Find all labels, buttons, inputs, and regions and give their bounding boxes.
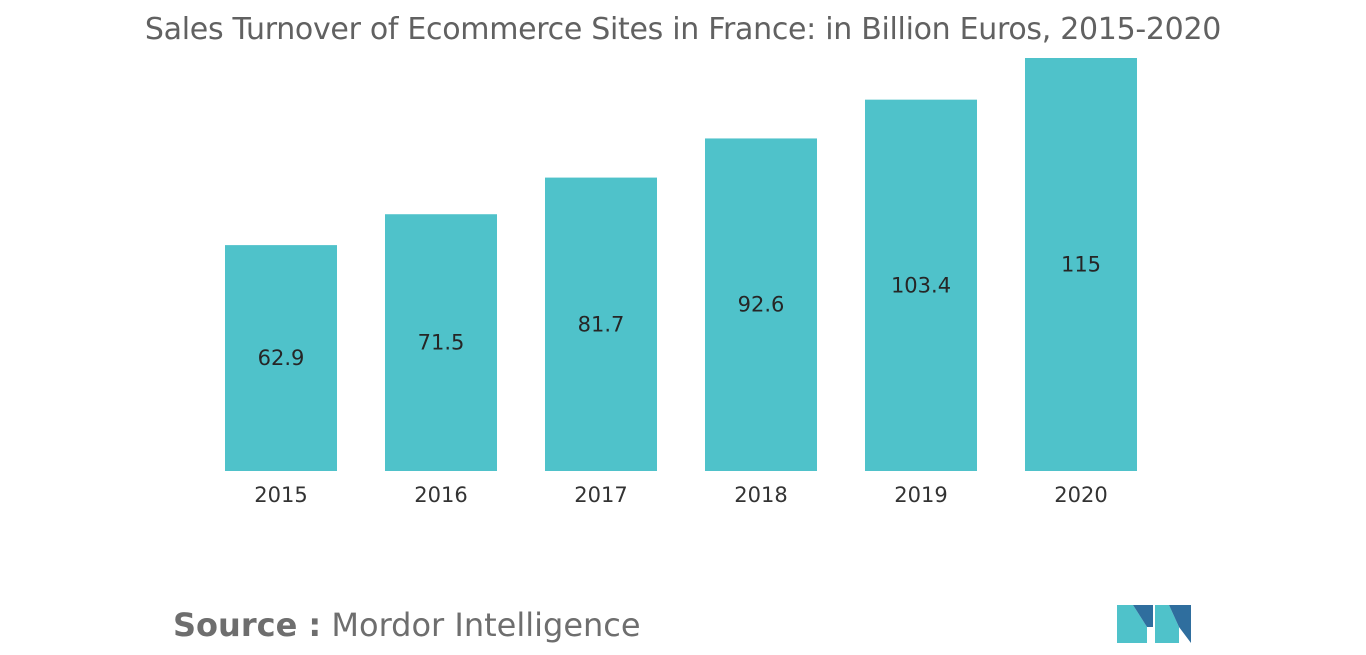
data-label-2020: 115 [1061, 253, 1101, 277]
chart-title: Sales Turnover of Ecommerce Sites in Fra… [144, 12, 1222, 47]
x-tick-label-2015: 2015 [254, 483, 307, 507]
source-name: Mordor Intelligence [331, 606, 641, 644]
data-label-2018: 92.6 [738, 293, 785, 317]
x-tick-labels-group: 2015 2016 2017 2018 2019 2020 [254, 483, 1107, 507]
x-tick-label-2018: 2018 [734, 483, 787, 507]
data-label-2017: 81.7 [578, 312, 625, 336]
mordor-intelligence-logo-icon [1117, 605, 1191, 643]
bar-2020 [1025, 58, 1137, 471]
bar-2018 [705, 138, 817, 471]
bar-2016 [385, 214, 497, 471]
bar-2017 [545, 177, 657, 471]
x-tick-label-2017: 2017 [574, 483, 627, 507]
data-labels-group: 62.9 71.5 81.7 92.6 103.4 115 [258, 253, 1101, 371]
x-tick-label-2019: 2019 [894, 483, 947, 507]
x-tick-label-2020: 2020 [1054, 483, 1107, 507]
source-prefix: Source : [173, 606, 322, 644]
bar-2019 [865, 99, 977, 472]
bars-group [225, 58, 1137, 472]
bar-2015 [225, 245, 337, 471]
x-tick-label-2016: 2016 [414, 483, 467, 507]
data-label-2015: 62.9 [258, 346, 305, 370]
source-note: Source : Mordor Intelligence [173, 606, 641, 644]
data-label-2016: 71.5 [418, 331, 465, 355]
data-label-2019: 103.4 [891, 273, 951, 297]
